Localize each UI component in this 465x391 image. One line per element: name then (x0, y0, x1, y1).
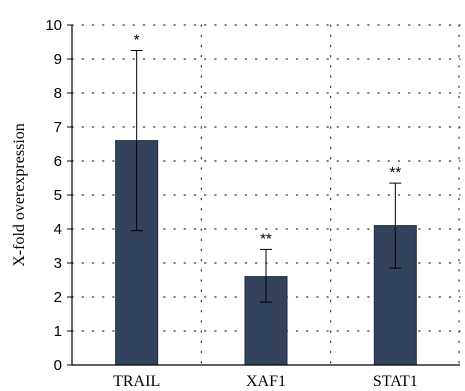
significance-label: ** (389, 164, 401, 181)
y-tick-label: 8 (54, 85, 62, 102)
category-label-xaf1: XAF1 (246, 373, 286, 390)
category-label-trail: TRAIL (113, 373, 160, 390)
y-tick-label: 2 (54, 289, 62, 306)
labels: * TRAIL ** XAF1 ** STAT1 (113, 32, 418, 391)
y-tick-label: 9 (54, 51, 62, 68)
significance-label: * (134, 32, 140, 49)
y-tick-label: 6 (54, 153, 62, 170)
y-tick-label: 5 (54, 187, 62, 204)
category-label-stat1: STAT1 (373, 373, 418, 390)
y-tick-label: 3 (54, 255, 62, 272)
y-tick-label: 1 (54, 323, 62, 340)
y-ticks: 0 1 2 3 4 5 6 7 8 9 10 (45, 17, 72, 374)
y-tick-label: 4 (54, 221, 62, 238)
y-axis-title: X-fold overexpression (11, 123, 28, 267)
y-tick-label: 7 (54, 119, 62, 136)
bars (115, 50, 417, 366)
y-tick-label: 10 (45, 17, 62, 34)
y-tick-label: 0 (54, 357, 62, 374)
significance-label: ** (260, 230, 272, 247)
